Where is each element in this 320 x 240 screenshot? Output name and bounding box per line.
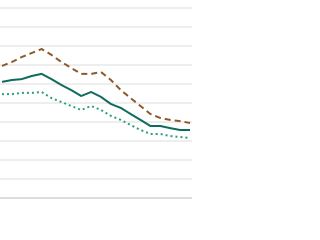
page: {"chart_data": {"type": "line", "categor… [0,7,192,199]
data-line [2,91,191,139]
chart [0,7,192,199]
data-line [1,48,191,124]
data-line [1,72,190,131]
